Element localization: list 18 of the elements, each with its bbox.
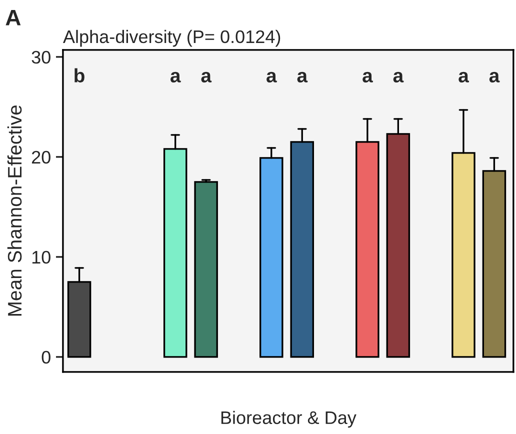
bar (194, 181, 218, 358)
y-tick-label: 30 (32, 50, 50, 64)
y-tick-label: 20 (32, 150, 50, 164)
x-axis-title: Bioreactor & Day (221, 410, 356, 428)
annotation: a (201, 72, 212, 82)
annotation: a (266, 72, 277, 82)
y-tick-label: 0 (42, 350, 50, 364)
annotation: a (362, 72, 373, 82)
y-tick-label: 10 (32, 250, 50, 264)
annotation: a (458, 72, 470, 82)
text: A (6, 10, 21, 26)
chart-title: Alpha-diversity (P= 0.0124) (62, 30, 280, 47)
annotation: b (74, 68, 84, 82)
annotation: a (489, 72, 500, 82)
annotation: a (170, 72, 181, 82)
annotation: a (297, 72, 308, 82)
y-axis-title: Mean Shannon-Effective (7, 105, 22, 316)
annotation: a (393, 72, 404, 82)
